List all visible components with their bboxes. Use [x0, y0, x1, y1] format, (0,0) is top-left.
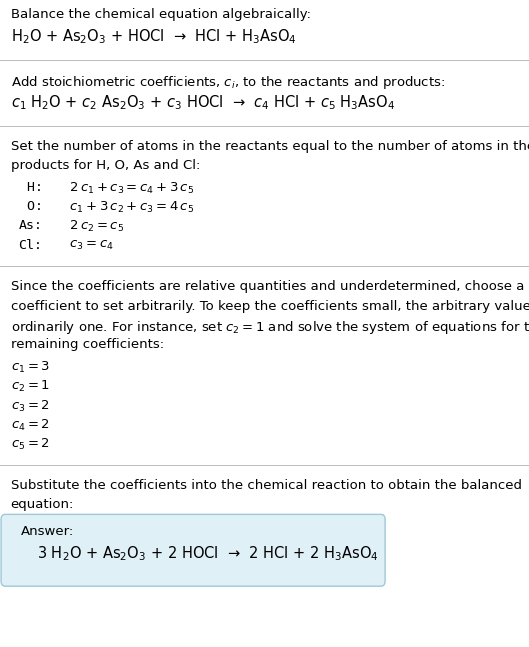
- Text: $c_2 = 1$: $c_2 = 1$: [11, 379, 50, 394]
- Text: H:: H:: [19, 181, 42, 193]
- Text: Substitute the coefficients into the chemical reaction to obtain the balanced: Substitute the coefficients into the che…: [11, 479, 522, 492]
- Text: ordinarily one. For instance, set $c_2 = 1$ and solve the system of equations fo: ordinarily one. For instance, set $c_2 =…: [11, 319, 529, 336]
- Text: $c_3 = 2$: $c_3 = 2$: [11, 399, 50, 413]
- Text: 3 H$_2$O + As$_2$O$_3$ + 2 HOCl  →  2 HCl + 2 H$_3$AsO$_4$: 3 H$_2$O + As$_2$O$_3$ + 2 HOCl → 2 HCl …: [37, 544, 379, 563]
- Text: $2\,c_1 + c_3 = c_4 + 3\,c_5$: $2\,c_1 + c_3 = c_4 + 3\,c_5$: [61, 181, 194, 195]
- Text: products for H, O, As and Cl:: products for H, O, As and Cl:: [11, 159, 200, 172]
- Text: Balance the chemical equation algebraically:: Balance the chemical equation algebraica…: [11, 8, 311, 21]
- Text: coefficient to set arbitrarily. To keep the coefficients small, the arbitrary va: coefficient to set arbitrarily. To keep …: [11, 300, 529, 313]
- Text: Add stoichiometric coefficients, $c_i$, to the reactants and products:: Add stoichiometric coefficients, $c_i$, …: [11, 74, 445, 91]
- Text: $c_1 = 3$: $c_1 = 3$: [11, 360, 50, 375]
- Text: $2\,c_2 = c_5$: $2\,c_2 = c_5$: [61, 219, 124, 234]
- Text: $c_5 = 2$: $c_5 = 2$: [11, 437, 50, 452]
- Text: equation:: equation:: [11, 498, 74, 511]
- Text: As:: As:: [19, 219, 42, 232]
- Text: $c_4 = 2$: $c_4 = 2$: [11, 418, 50, 433]
- Text: Answer:: Answer:: [21, 525, 75, 538]
- Text: remaining coefficients:: remaining coefficients:: [11, 338, 163, 351]
- Text: Since the coefficients are relative quantities and underdetermined, choose a: Since the coefficients are relative quan…: [11, 280, 524, 293]
- Text: $c_3 = c_4$: $c_3 = c_4$: [61, 239, 114, 252]
- Text: H$_2$O + As$_2$O$_3$ + HOCl  →  HCl + H$_3$AsO$_4$: H$_2$O + As$_2$O$_3$ + HOCl → HCl + H$_3…: [11, 27, 296, 46]
- Text: O:: O:: [19, 200, 42, 213]
- Text: $c_1$ H$_2$O + $c_2$ As$_2$O$_3$ + $c_3$ HOCl  →  $c_4$ HCl + $c_5$ H$_3$AsO$_4$: $c_1$ H$_2$O + $c_2$ As$_2$O$_3$ + $c_3$…: [11, 93, 395, 112]
- Text: $c_1 + 3\,c_2 + c_3 = 4\,c_5$: $c_1 + 3\,c_2 + c_3 = 4\,c_5$: [61, 200, 194, 215]
- Text: Cl:: Cl:: [19, 239, 42, 252]
- Text: Set the number of atoms in the reactants equal to the number of atoms in the: Set the number of atoms in the reactants…: [11, 140, 529, 153]
- FancyBboxPatch shape: [1, 514, 385, 586]
